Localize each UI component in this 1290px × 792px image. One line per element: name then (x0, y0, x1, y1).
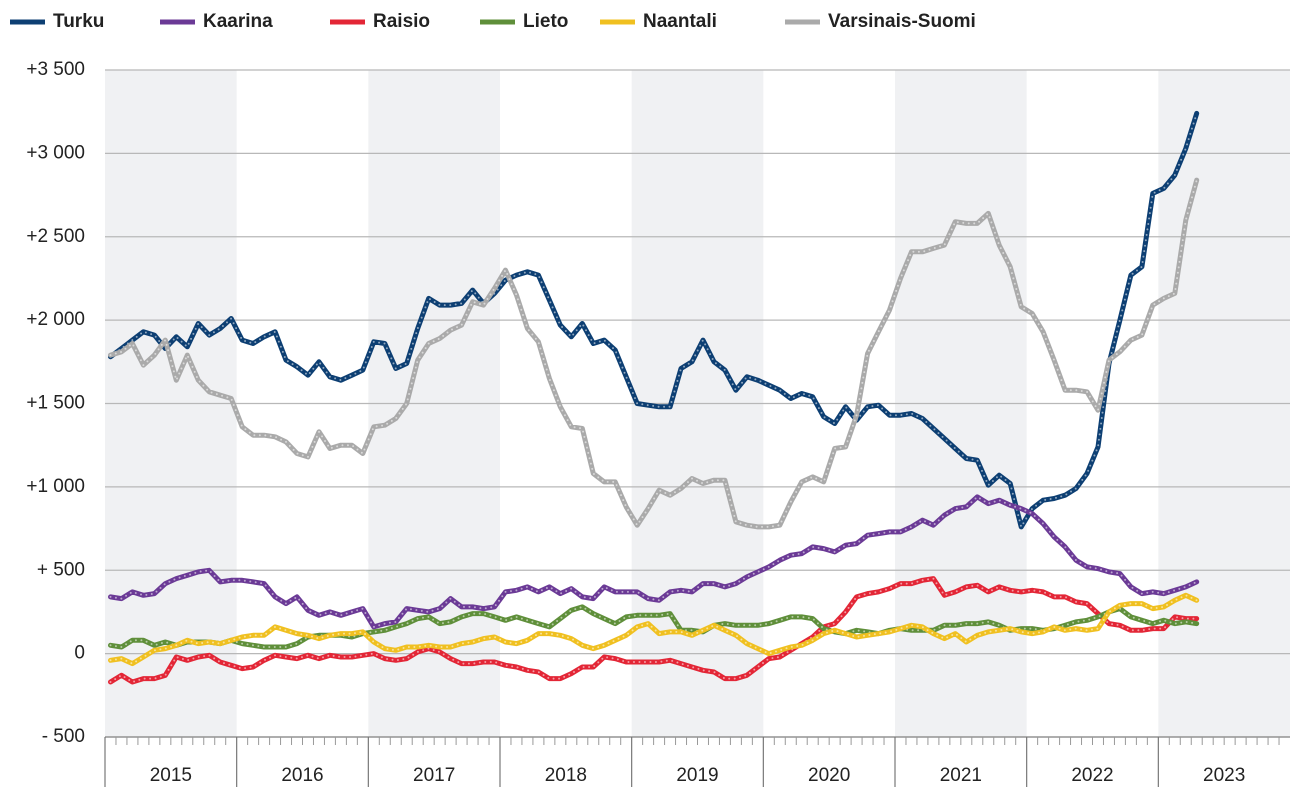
y-tick-label: +2 000 (26, 309, 85, 330)
x-tick-label: 2018 (545, 765, 587, 786)
x-tick-label: 2023 (1203, 765, 1245, 786)
y-tick-label: +2 500 (26, 226, 85, 247)
line-dots (109, 594, 1198, 665)
x-tick-label: 2015 (150, 765, 192, 786)
x-tick-label: 2022 (1071, 765, 1113, 786)
x-tick-label: 2020 (808, 765, 850, 786)
legend-label: Lieto (523, 11, 568, 32)
legend-label: Naantali (643, 11, 717, 32)
y-tick-label: +1 000 (26, 476, 85, 497)
series-line (108, 177, 1200, 530)
y-tick-label: 0 (74, 643, 85, 664)
legend-label: Raisio (373, 11, 430, 32)
line-dots (109, 495, 1198, 629)
y-tick-label: + 500 (37, 559, 85, 580)
y-tick-label: +1 500 (26, 393, 85, 414)
line-dots (109, 577, 1198, 684)
x-tick-label: 2019 (676, 765, 718, 786)
y-tick-label: +3 000 (26, 142, 85, 163)
x-tick-label: 2021 (940, 765, 982, 786)
legend-label: Varsinais-Suomi (828, 11, 976, 32)
x-tick-label: 2017 (413, 765, 455, 786)
legend-label: Turku (53, 11, 104, 32)
x-tick-label: 2016 (281, 765, 323, 786)
line-dots (109, 605, 1198, 649)
legend-label: Kaarina (203, 11, 273, 32)
y-tick-label: +3 500 (26, 59, 85, 80)
y-tick-label: - 500 (42, 726, 85, 747)
